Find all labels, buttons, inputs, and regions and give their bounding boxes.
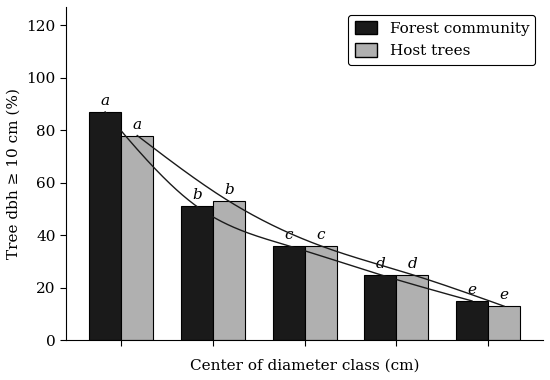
Text: a: a: [133, 118, 142, 131]
Bar: [397, 275, 428, 340]
Text: b: b: [224, 183, 234, 197]
Bar: [305, 246, 337, 340]
Text: a: a: [101, 94, 109, 108]
Y-axis label: Tree dbh ≥ 10 cm (%): Tree dbh ≥ 10 cm (%): [7, 88, 21, 259]
Bar: [213, 201, 245, 340]
Bar: [89, 112, 121, 340]
Bar: [181, 206, 213, 340]
Text: e: e: [468, 283, 476, 297]
Bar: [364, 275, 397, 340]
Bar: [121, 136, 153, 340]
Text: c: c: [284, 228, 293, 242]
X-axis label: Center of diameter class (cm): Center of diameter class (cm): [190, 359, 419, 373]
Text: e: e: [499, 288, 509, 302]
Text: d: d: [376, 257, 385, 271]
Bar: [456, 301, 488, 340]
Text: c: c: [316, 228, 325, 242]
Bar: [272, 246, 305, 340]
Text: b: b: [192, 188, 202, 203]
Bar: [488, 306, 520, 340]
Legend: Forest community, Host trees: Forest community, Host trees: [349, 14, 535, 65]
Text: d: d: [408, 257, 417, 271]
